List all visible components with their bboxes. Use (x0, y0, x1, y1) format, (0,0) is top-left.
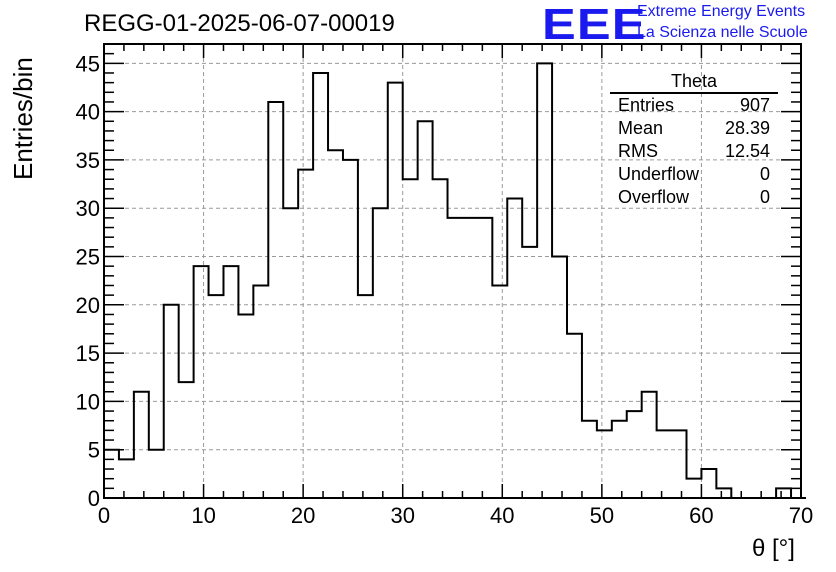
histogram-bin (358, 295, 373, 498)
histogram-bin (343, 160, 358, 498)
y-tick-label: 40 (76, 100, 100, 125)
stats-row-rms: RMS 12.54 (610, 140, 778, 163)
histogram-bin (507, 199, 522, 498)
histogram-bin (134, 392, 149, 498)
histogram-bin (627, 411, 642, 498)
stats-label: Underflow (618, 164, 700, 184)
histogram-bin (597, 430, 612, 498)
histogram-bin (313, 73, 328, 498)
stats-row-mean: Mean 28.39 (610, 117, 778, 140)
y-tick-label: 0 (88, 486, 100, 511)
y-axis-label: Entries/bin (8, 57, 38, 180)
histogram-bin (268, 102, 283, 498)
x-tick-label: 20 (291, 503, 315, 528)
y-tick-label: 25 (76, 245, 100, 270)
y-tick-label: 10 (76, 389, 100, 414)
x-tick-label: 60 (689, 503, 713, 528)
histogram-bin (253, 285, 268, 498)
y-tick-label: 20 (76, 293, 100, 318)
y-tick-label: 15 (76, 341, 100, 366)
stats-row-underflow: Underflow 0 (610, 163, 778, 186)
stats-value: 28.39 (724, 118, 770, 138)
histogram-bin (462, 218, 477, 498)
stats-value: 907 (739, 95, 770, 115)
histogram-bin (209, 295, 224, 498)
x-tick-label: 30 (390, 503, 414, 528)
histogram-bin (657, 430, 672, 498)
histogram-bin (388, 83, 403, 498)
eee-logo-mark: EEE (542, 0, 647, 49)
stats-value: 12.54 (724, 141, 770, 161)
x-tick-label: 40 (490, 503, 514, 528)
histogram-bin (328, 150, 343, 498)
histogram-bin (119, 459, 134, 498)
histogram-bin (701, 469, 716, 498)
y-tick-label: 45 (76, 51, 100, 76)
x-tick-label: 70 (789, 503, 813, 528)
histogram-bin (223, 266, 238, 498)
histogram-outline (104, 62, 806, 499)
histogram-bin (642, 392, 657, 498)
logo-line-2: La Scienza nelle Scuole (637, 24, 808, 41)
histogram-bin (582, 421, 597, 498)
histogram-bin (418, 121, 433, 498)
histogram-bin (612, 421, 627, 498)
histogram-bin (522, 247, 537, 498)
stats-value: 0 (759, 187, 770, 207)
histogram-bin (179, 382, 194, 498)
y-tick-label: 5 (88, 438, 100, 463)
axis-tick-labels: 0 10 20 30 40 50 60 70 0 5 10 15 20 25 30 35 40 45 (76, 51, 814, 528)
stats-box: Theta Entries 907 Mean 28.39 RMS 12.54 U… (610, 70, 778, 209)
stats-title: Theta (610, 70, 778, 94)
stats-label: Overflow (618, 187, 690, 207)
histogram-bin (686, 479, 701, 498)
histogram-bin (492, 285, 507, 498)
histogram-bin (448, 218, 463, 498)
histogram-bin (672, 430, 687, 498)
stats-label: RMS (618, 141, 658, 161)
histogram-bin (552, 257, 567, 498)
y-tick-label: 35 (76, 148, 100, 173)
x-tick-label: 0 (98, 503, 110, 528)
histogram-bin (238, 314, 253, 498)
y-tick-label: 30 (76, 196, 100, 221)
histogram-bin (537, 63, 552, 498)
stats-label: Entries (618, 95, 675, 115)
x-tick-label: 10 (191, 503, 215, 528)
axis-ticks (103, 43, 802, 499)
grid-lines (104, 44, 801, 498)
histogram-bin (194, 266, 209, 498)
histogram-bin (298, 170, 313, 498)
logo-line-1: Extreme Energy Events (637, 3, 806, 20)
stats-label: Mean (618, 118, 664, 138)
histogram-bin (149, 450, 164, 498)
stats-row-overflow: Overflow 0 (610, 186, 778, 209)
stats-value: 0 (759, 164, 770, 184)
x-axis-label: θ [°] (752, 535, 795, 562)
histogram-bin (477, 218, 492, 498)
histogram-bin (104, 450, 119, 498)
x-tick-label: 50 (590, 503, 614, 528)
histogram-bin (567, 334, 582, 498)
chart-title: REGG-01-2025-06-07-00019 (84, 10, 395, 37)
histogram-bin (776, 488, 791, 498)
stats-row-entries: Entries 907 (610, 94, 778, 117)
plot-frame (103, 43, 802, 499)
histogram-bin (716, 488, 731, 498)
